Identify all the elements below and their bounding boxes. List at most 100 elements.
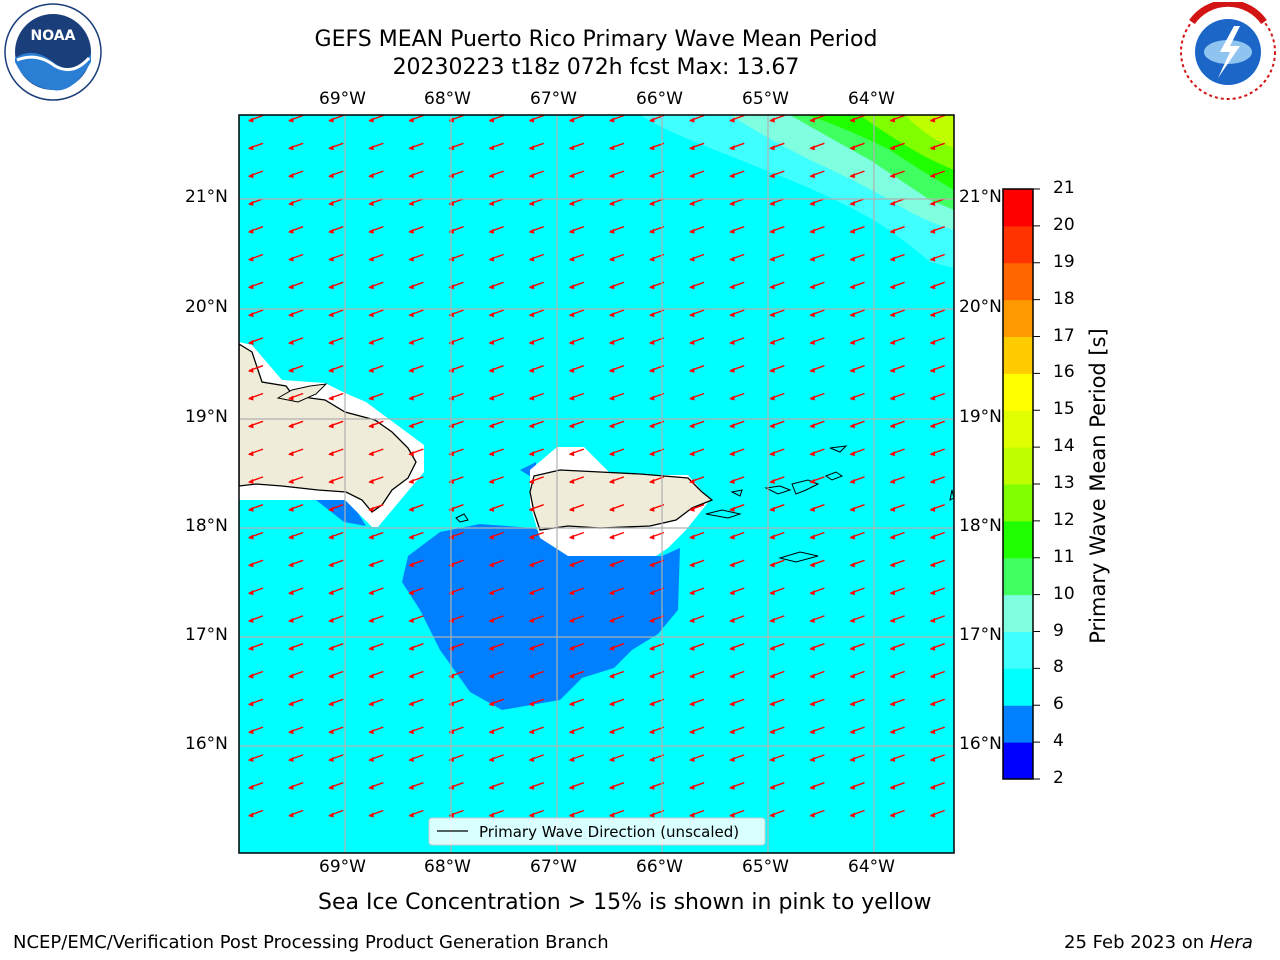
- lat-label-left: 18°N: [185, 516, 228, 536]
- wave-arrow-head: [809, 256, 815, 262]
- footer-date: 25 Feb 2023 on Hera: [1064, 932, 1253, 953]
- wave-arrow-head: [368, 395, 374, 401]
- wave-arrow-head: [248, 284, 254, 290]
- wave-arrow-head: [769, 590, 775, 596]
- wave-arrow-head: [528, 228, 535, 234]
- wave-arrow-head: [729, 312, 735, 318]
- wave-arrow-head: [568, 729, 575, 735]
- wave-arrow-head: [689, 784, 695, 790]
- wave-arrow-head: [729, 228, 735, 234]
- wave-arrow-head: [649, 339, 655, 345]
- wave-arrow-head: [368, 617, 374, 623]
- wave-arrow-head: [929, 256, 936, 262]
- wave-arrow-head: [288, 367, 294, 373]
- wave-arrow-head: [328, 312, 334, 318]
- wave-arrow-head: [288, 590, 294, 596]
- wave-arrow-head: [689, 562, 695, 568]
- wave-arrow-head: [368, 673, 374, 679]
- wave-arrow-head: [408, 339, 414, 345]
- legend-text: Primary Wave Direction (unscaled): [479, 823, 739, 841]
- wave-arrow-head: [288, 756, 294, 762]
- wave-arrow-head: [929, 617, 936, 623]
- colorbar-segment: [1003, 262, 1033, 301]
- wave-arrow-head: [528, 284, 535, 290]
- wave-arrow-head: [368, 284, 374, 290]
- wave-arrow-head: [809, 506, 815, 512]
- wave-arrow-head: [889, 312, 896, 318]
- wave-arrow-head: [689, 145, 695, 151]
- wave-arrow-head: [769, 617, 775, 623]
- wave-arrow-head: [849, 673, 855, 679]
- wave-arrow-head: [568, 478, 575, 484]
- wave-arrow-head: [849, 423, 855, 429]
- wave-arrow-head: [608, 645, 615, 651]
- wave-arrow-head: [649, 228, 655, 234]
- wave-arrow-head: [568, 200, 575, 206]
- wave-arrow-head: [929, 367, 936, 373]
- wave-arrow-head: [248, 367, 254, 373]
- wave-arrow-head: [368, 256, 374, 262]
- wave-arrow-head: [849, 228, 855, 234]
- wave-arrow-head: [328, 729, 334, 735]
- wave-arrow-head: [689, 284, 695, 290]
- wave-arrow-head: [248, 451, 254, 457]
- wave-arrow-head: [528, 451, 535, 457]
- wave-arrow-head: [528, 701, 535, 707]
- wave-arrow-head: [689, 645, 695, 651]
- wave-arrow-head: [809, 117, 815, 123]
- wave-arrow-head: [488, 729, 495, 735]
- wave-arrow-head: [889, 701, 896, 707]
- wave-arrow-head: [729, 367, 735, 373]
- wave-arrow-head: [568, 534, 575, 540]
- wave-arrow-head: [328, 173, 334, 179]
- lat-label-right: 20°N: [959, 297, 1002, 317]
- wave-arrow-head: [568, 367, 575, 373]
- wave-arrow-head: [328, 284, 334, 290]
- wave-arrow-head: [849, 256, 855, 262]
- wave-arrow-head: [528, 729, 535, 735]
- wave-arrow-head: [368, 312, 374, 318]
- wave-arrow-head: [528, 478, 535, 484]
- wave-arrow-head: [809, 228, 815, 234]
- wave-arrow-head: [689, 339, 695, 345]
- colorbar-segment: [1003, 447, 1033, 485]
- wave-arrow-head: [528, 562, 535, 568]
- wave-arrow-head: [568, 673, 575, 679]
- wave-arrow-head: [929, 506, 936, 512]
- lat-label-right: 19°N: [959, 407, 1002, 427]
- wave-arrow-head: [288, 617, 294, 623]
- wave-arrow-head: [328, 590, 334, 596]
- wave-arrow-head: [689, 617, 695, 623]
- wave-arrow-head: [248, 117, 254, 123]
- wave-arrow-head: [929, 312, 936, 318]
- wave-arrow-head: [288, 200, 294, 206]
- wave-arrow-head: [889, 562, 896, 568]
- wave-arrow-head: [528, 173, 535, 179]
- wave-arrow-head: [809, 534, 815, 540]
- wave-arrow-head: [248, 701, 254, 707]
- wave-arrow-head: [568, 284, 575, 290]
- wave-arrow-head: [488, 423, 495, 429]
- wave-arrow-head: [649, 729, 655, 735]
- colorbar: [1002, 188, 1040, 780]
- st-thomas-island: [764, 485, 792, 495]
- wave-arrow-head: [889, 812, 896, 818]
- wave-arrow-head: [929, 173, 936, 179]
- colorbar-segment: [1003, 484, 1033, 522]
- wave-arrow-head: [408, 423, 414, 429]
- sea-ice-caption: Sea Ice Concentration > 15% is shown in …: [318, 890, 932, 915]
- wave-arrow-head: [889, 645, 896, 651]
- wave-arrow-head: [889, 673, 896, 679]
- lon-label-top: 64°W: [848, 89, 895, 109]
- wave-arrow-head: [608, 173, 615, 179]
- wave-arrow-head: [649, 673, 655, 679]
- wave-arrow-head: [368, 423, 374, 429]
- wave-arrow-head: [408, 256, 414, 262]
- map-title: GEFS MEAN Puerto Rico Primary Wave Mean …: [314, 27, 878, 52]
- lon-label-top: 68°W: [424, 89, 471, 109]
- noaa-logo: NOAA: [4, 3, 102, 101]
- colorbar-tick-label: 4: [1053, 731, 1064, 752]
- wave-arrow-head: [248, 673, 254, 679]
- colorbar-tick-label: 16: [1053, 362, 1075, 383]
- wave-arrow-head: [288, 145, 294, 151]
